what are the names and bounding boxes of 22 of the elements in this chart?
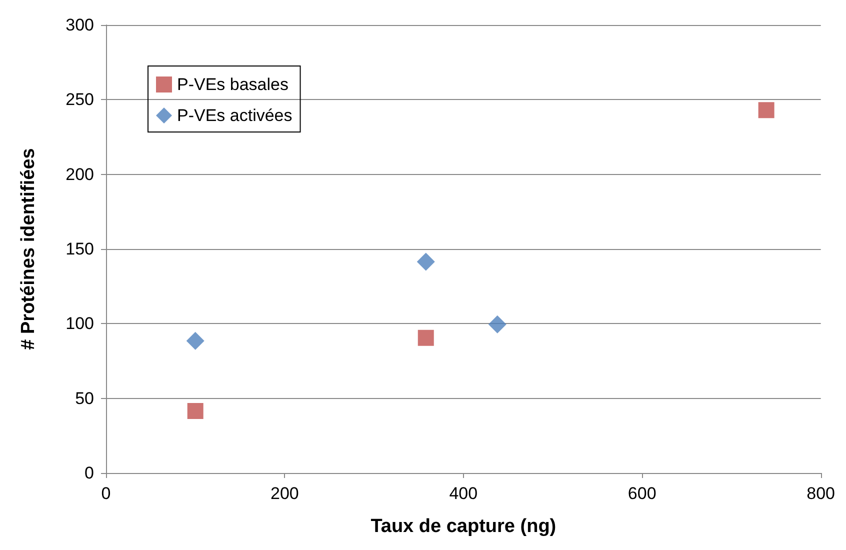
y-tick-label: 100 [66,314,94,334]
x-tick-label: 400 [449,484,478,503]
point [416,252,435,271]
y-tick-label: 250 [66,90,94,110]
y-tick-label: 200 [66,164,94,184]
point [187,403,204,420]
y-tick-label: 50 [75,388,94,408]
y-tick-label: 300 [66,16,94,34]
y-axis-title: # Protéines identifiées [18,148,39,350]
y-tick-label: 150 [66,240,94,258]
x-tick-label: 600 [628,484,656,503]
x-tick-label: 200 [270,484,299,503]
point [418,330,434,346]
y-tick-label: 0 [84,464,94,482]
legend-label: P-VEs activées [177,106,292,125]
x-tick-label: 800 [806,484,836,503]
legend-label: P-VEs basales [177,75,288,94]
x-axis-title: Taux de capture (ng) [370,516,556,537]
point [488,315,506,334]
point [758,102,774,118]
x-tick-label: 0 [101,484,111,503]
point [186,332,204,350]
